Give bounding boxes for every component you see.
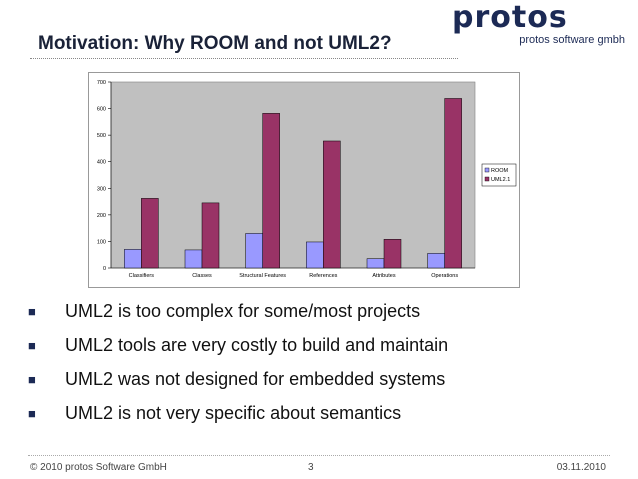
bar-uml2-1 bbox=[262, 113, 280, 269]
bar-uml2-1 bbox=[444, 98, 462, 269]
logo-wordmark: protos bbox=[452, 0, 568, 35]
bar-uml2-1 bbox=[383, 239, 402, 269]
plot-area bbox=[110, 81, 476, 269]
x-tick-label: Classes bbox=[192, 273, 212, 279]
square-bullet-icon: ■ bbox=[28, 372, 36, 387]
bar-room bbox=[366, 258, 385, 269]
logo-subtitle: protos software gmbh bbox=[519, 34, 625, 46]
title-divider bbox=[30, 58, 458, 59]
bullet-text: UML2 tools are very costly to build and … bbox=[65, 335, 449, 355]
footer-copyright: © 2010 protos Software GmbH bbox=[30, 462, 167, 473]
y-tick-label: 500 bbox=[97, 133, 106, 139]
bar-room bbox=[306, 241, 324, 269]
x-tick-label: Attributes bbox=[372, 273, 395, 279]
bullet-item: ■ UML2 is too complex for some/most proj… bbox=[28, 296, 628, 330]
square-bullet-icon: ■ bbox=[28, 406, 36, 421]
y-tick-label: 200 bbox=[97, 213, 106, 219]
y-tick-label: 400 bbox=[97, 160, 106, 166]
square-bullet-icon: ■ bbox=[28, 338, 36, 353]
y-tick-label: 300 bbox=[97, 186, 106, 192]
footer-divider bbox=[28, 455, 610, 456]
bullet-text: UML2 was not designed for embedded syste… bbox=[65, 369, 446, 389]
bullet-item: ■ UML2 was not designed for embedded sys… bbox=[28, 364, 628, 398]
bar-room bbox=[427, 253, 445, 269]
y-tick-label: 700 bbox=[97, 80, 106, 86]
x-tick-label: Operations bbox=[431, 273, 458, 279]
bar-room bbox=[184, 249, 203, 269]
bar-uml2-1 bbox=[323, 140, 341, 269]
legend-swatch bbox=[484, 167, 490, 173]
bar-room bbox=[124, 249, 142, 269]
bar-uml2-1 bbox=[141, 198, 159, 269]
bar-chart-svg: 0 100 200 300 400 500 600 700 Classifiers Classes… bbox=[97, 80, 517, 279]
footer-page-number: 3 bbox=[308, 462, 314, 473]
bar-uml2-1 bbox=[201, 202, 220, 269]
legend-box bbox=[481, 163, 517, 187]
y-tick-label: 600 bbox=[97, 107, 106, 113]
legend-swatch bbox=[484, 176, 490, 182]
protos-logo: protos protos software gmbh bbox=[452, 0, 627, 50]
x-tick-label: References bbox=[309, 273, 337, 279]
x-tick-label: Structural Features bbox=[239, 273, 286, 279]
bullet-text: UML2 is too complex for some/most projec… bbox=[65, 301, 421, 321]
bullet-item: ■ UML2 is not very specific about semant… bbox=[28, 398, 628, 432]
bullet-list: ■ UML2 is too complex for some/most proj… bbox=[28, 296, 628, 432]
legend-label: UML2.1 bbox=[491, 177, 510, 183]
legend-label: ROOM bbox=[491, 168, 509, 174]
bar-chart: 0 100 200 300 400 500 600 700 Classifiers Classes… bbox=[88, 72, 520, 288]
bar-room bbox=[245, 233, 263, 269]
x-tick-label: Classifiers bbox=[129, 273, 155, 279]
bullet-item: ■ UML2 tools are very costly to build an… bbox=[28, 330, 628, 364]
footer-date: 03.11.2010 bbox=[556, 462, 606, 473]
y-tick-label: 0 bbox=[103, 266, 106, 272]
y-tick-label: 100 bbox=[97, 239, 106, 245]
square-bullet-icon: ■ bbox=[28, 304, 36, 319]
slide-title: Motivation: Why ROOM and not UML2? bbox=[38, 33, 392, 54]
bullet-text: UML2 is not very specific about semantic… bbox=[65, 403, 402, 423]
